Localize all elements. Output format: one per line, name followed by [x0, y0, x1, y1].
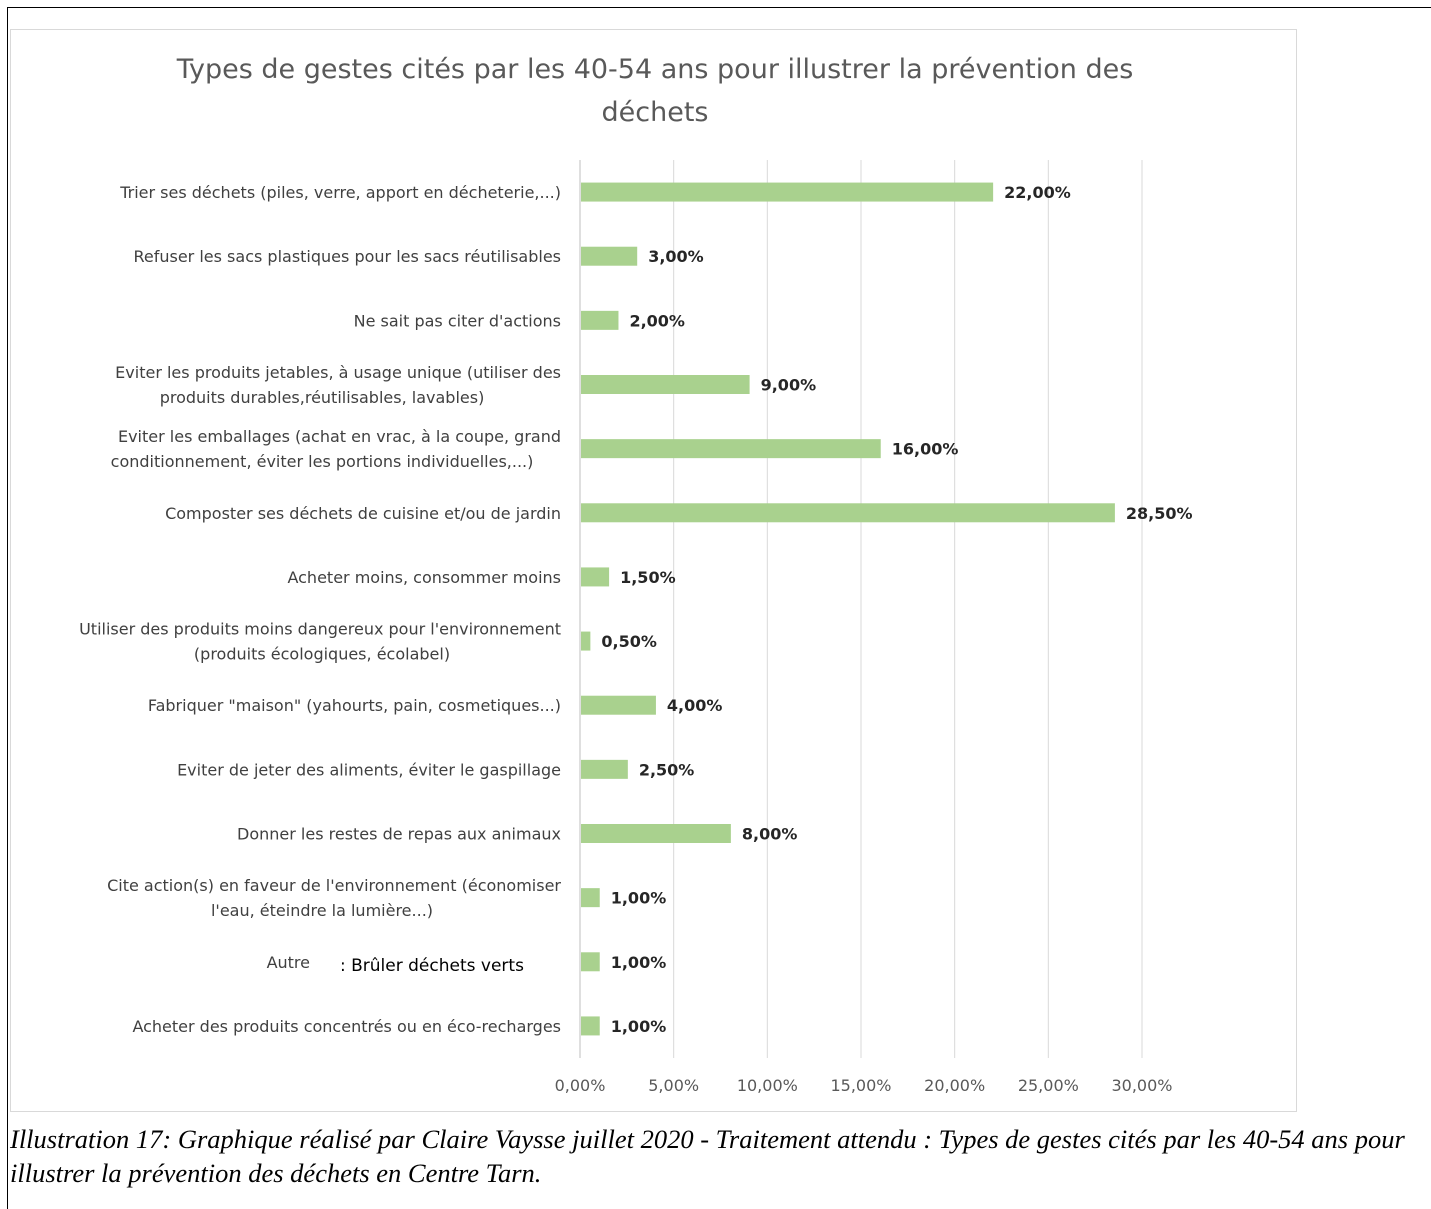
x-tick-label: 5,00% [648, 1076, 699, 1095]
figure-frame [7, 7, 1431, 1209]
x-tick-label: 25,00% [1018, 1076, 1079, 1095]
category-label: Composter ses déchets de cuisine et/ou d… [165, 504, 561, 523]
chart-area [10, 29, 1297, 1112]
bar [581, 952, 600, 972]
data-label: 28,50% [1126, 504, 1193, 523]
bar [581, 246, 638, 266]
category-label: Acheter des produits concentrés ou en éc… [132, 1017, 561, 1036]
bar [581, 824, 731, 843]
data-label: 2,50% [639, 760, 695, 779]
chart-title-line-2: déchets [601, 97, 709, 128]
bar [581, 310, 619, 330]
bar [581, 631, 591, 651]
category-label: Eviter les emballages (achat en vrac, à … [118, 427, 561, 446]
x-tick-label: 30,00% [1111, 1076, 1172, 1095]
bar [581, 182, 994, 202]
data-label: 1,50% [620, 568, 676, 587]
category-label: Cite action(s) en faveur de l'environnem… [107, 876, 561, 895]
chart-title: Types de gestes cités par les 40-54 ans … [20, 48, 1290, 134]
category-label: (produits écologiques, écolabel) [194, 645, 450, 664]
data-label: 4,00% [667, 696, 723, 715]
category-label: Autre [267, 953, 310, 972]
bar [581, 695, 656, 715]
chart-title-line-1: Types de gestes cités par les 40-54 ans … [176, 54, 1134, 85]
data-label: 2,00% [629, 311, 685, 330]
category-label: Eviter les produits jetables, à usage un… [115, 363, 561, 382]
data-label: 16,00% [892, 440, 959, 459]
data-label: 9,00% [761, 376, 817, 395]
x-tick-label: 0,00% [555, 1076, 606, 1095]
data-label: 0,50% [601, 632, 657, 651]
bar [581, 759, 628, 779]
x-tick-label: 20,00% [924, 1076, 985, 1095]
category-label: Utiliser des produits moins dangereux po… [79, 620, 561, 639]
data-label: 1,00% [611, 953, 667, 972]
bar [581, 439, 881, 459]
data-label: 8,00% [742, 825, 798, 844]
category-label: Fabriquer "maison" (yahourts, pain, cosm… [148, 696, 561, 715]
bar [581, 1016, 600, 1036]
data-label: 3,00% [648, 247, 704, 266]
category-label: Refuser les sacs plastiques pour les sac… [133, 247, 561, 266]
bar [581, 567, 610, 587]
data-label: 1,00% [611, 889, 667, 908]
category-label: Eviter de jeter des aliments, éviter le … [177, 760, 561, 779]
data-label: 22,00% [1004, 183, 1071, 202]
x-tick-label: 15,00% [830, 1076, 891, 1095]
bar [581, 503, 1115, 523]
category-label: produits durables,réutilisables, lavable… [160, 388, 485, 407]
category-label: Donner les restes de repas aux animaux [237, 825, 561, 844]
category-label: Acheter moins, consommer moins [287, 568, 561, 587]
category-label: l'eau, éteindre la lumière...) [211, 901, 433, 920]
data-label: 1,00% [611, 1017, 667, 1036]
figure-caption: Illustration 17: Graphique réalisé par C… [10, 1124, 1405, 1188]
category-label: Trier ses déchets (piles, verre, apport … [119, 183, 561, 202]
category-label: conditionnement, éviter les portions ind… [111, 452, 534, 471]
category-label: Ne sait pas citer d'actions [354, 311, 561, 330]
x-tick-label: 10,00% [737, 1076, 798, 1095]
annotation-label: : Brûler déchets verts [340, 956, 524, 976]
bar [581, 888, 600, 908]
bar [581, 375, 750, 394]
